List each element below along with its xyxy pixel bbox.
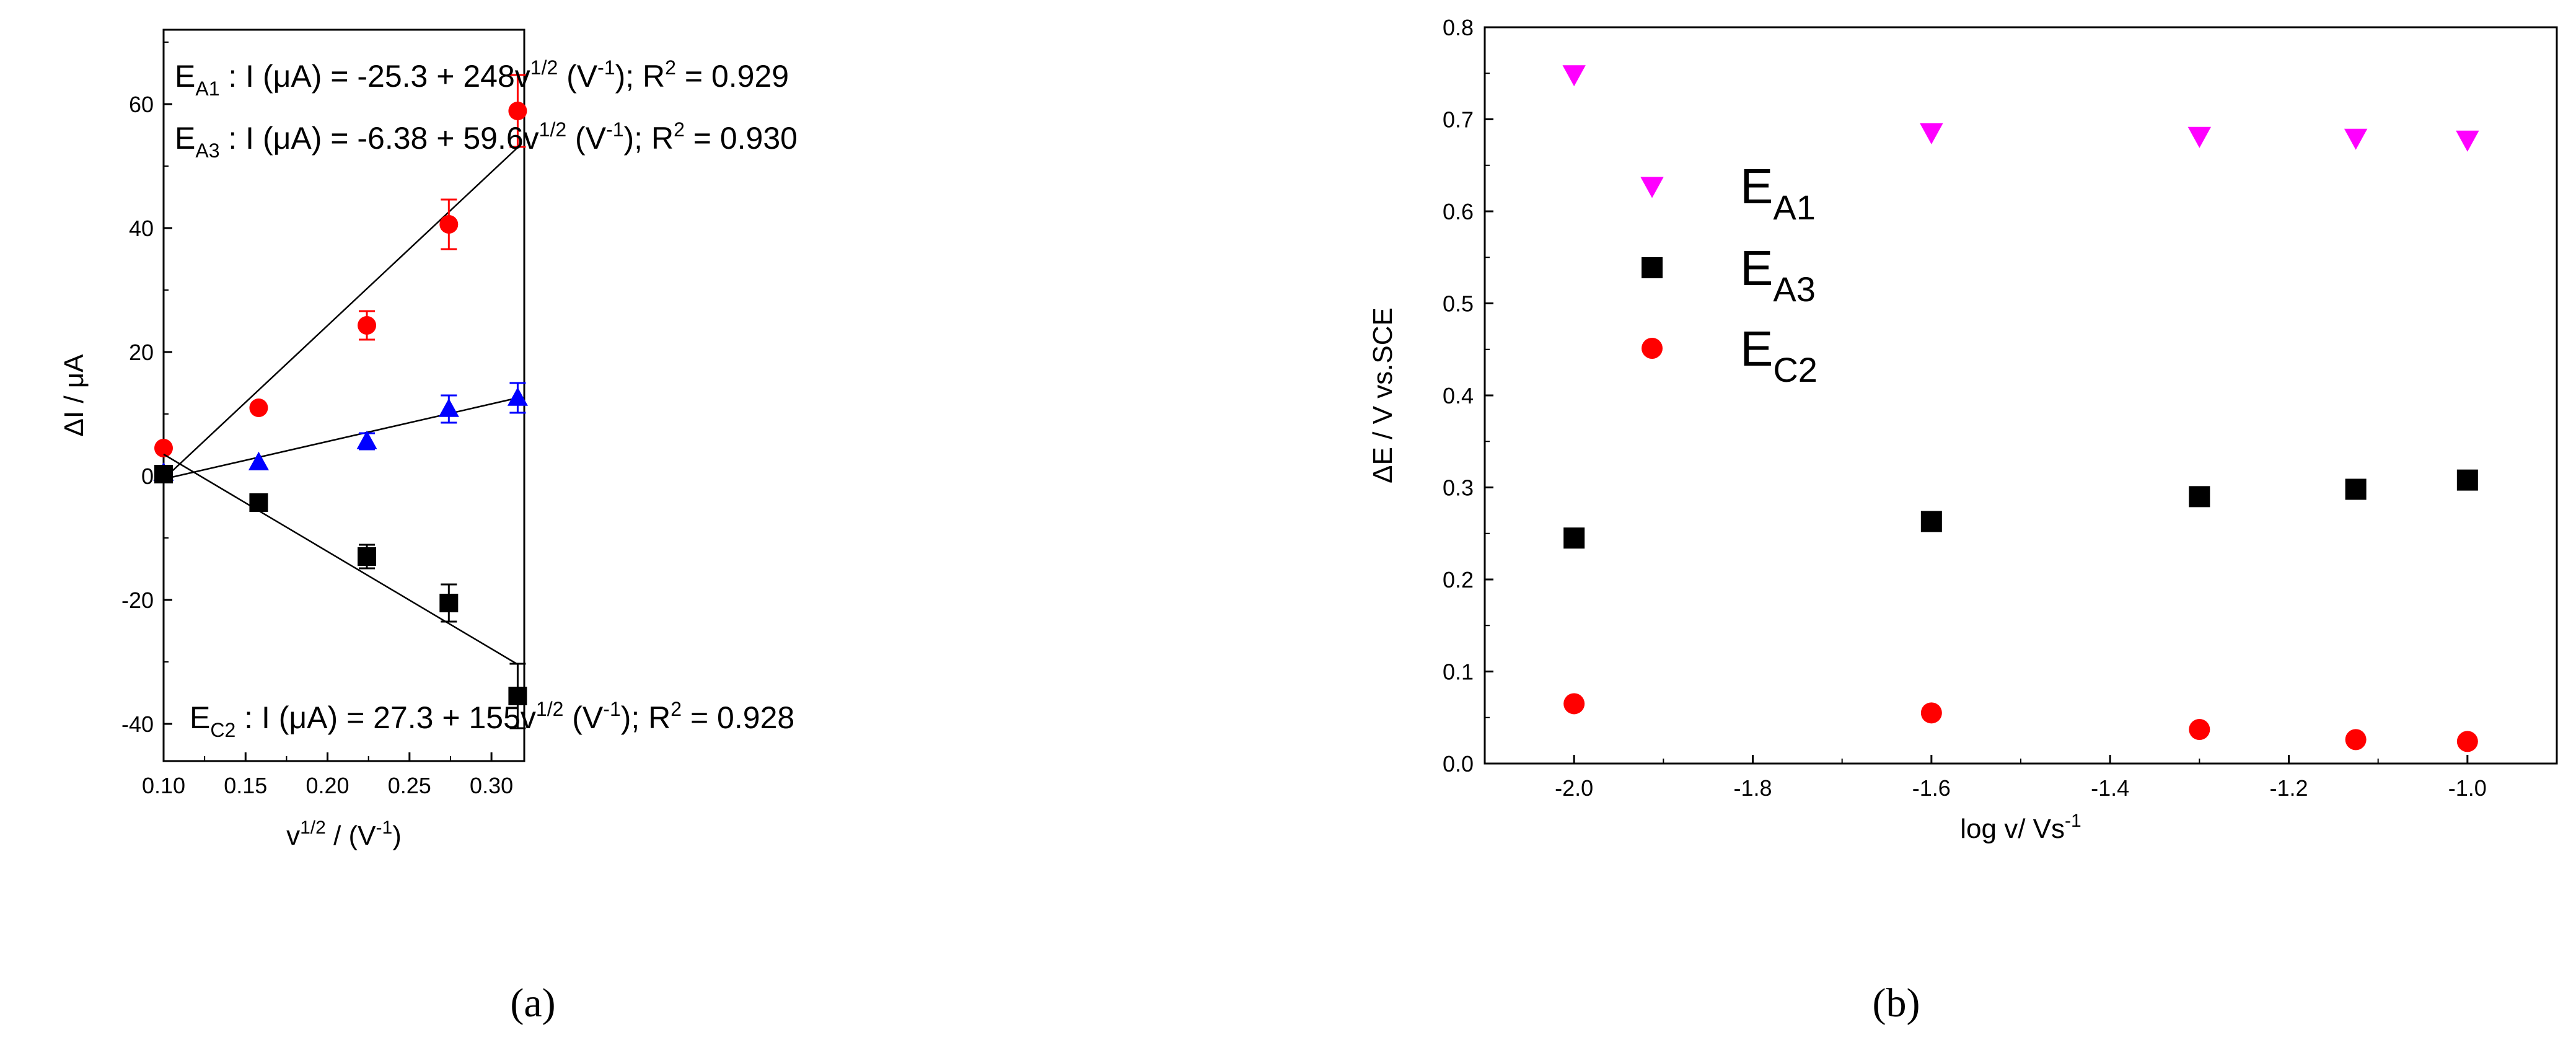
fit-line: [163, 397, 518, 480]
legend-marker: [1642, 338, 1663, 359]
x-axis-label: log v/ Vs-1: [1960, 811, 2081, 844]
series-ea3: [153, 382, 528, 481]
data-point: [438, 398, 459, 417]
y-tick-label: 0.2: [1443, 567, 1474, 592]
series-ea1: [1562, 65, 2479, 152]
fit-line: [163, 453, 519, 666]
panel-label-a: (a): [510, 980, 555, 1026]
series-ea3: [1563, 469, 2478, 549]
data-point: [249, 493, 268, 512]
x-tick-label: -1.0: [2448, 775, 2487, 801]
x-tick-label: 0.30: [470, 773, 513, 798]
chart-a: 0.10 0.15 0.20 0.25 0.30 -40 -20 0 20 40 60 v1/2 / …: [59, 29, 798, 851]
x-tick-label: -1.8: [1733, 775, 1772, 801]
data-point: [2345, 478, 2367, 500]
x-tick-label: -2.0: [1555, 775, 1593, 801]
plot-frame: [162, 29, 525, 762]
data-point: [439, 594, 459, 612]
data-point: [1920, 123, 1943, 144]
series-ea1: [154, 74, 527, 480]
y-axis-label: ΔI / μA: [59, 354, 89, 437]
fit-line: [163, 147, 519, 480]
legend-marker: [1640, 177, 1664, 198]
equation-c2: EC2 : I (μA) = 27.3 + 155v1/2 (V-1); R2 …: [190, 698, 794, 741]
series-ec2: [154, 453, 527, 729]
chart-b: -2.0 -1.8 -1.6 -1.4 -1.2 -1.0 0.0 0.1 0.2 0.3 0.4 0…: [1368, 15, 2558, 844]
y-tick-label: 0: [141, 464, 154, 489]
plot-frame: [1484, 26, 2558, 765]
data-point: [2189, 486, 2210, 508]
legend-marker: [1642, 257, 1663, 278]
y-tick-label: -40: [121, 711, 154, 737]
data-point: [248, 451, 269, 470]
data-point: [154, 439, 173, 457]
data-point: [2456, 469, 2478, 491]
data-point: [249, 399, 268, 417]
y-tick-label: 0.6: [1443, 199, 1474, 224]
data-point: [358, 316, 377, 335]
data-point: [508, 687, 527, 705]
y-tick-label: -20: [121, 588, 154, 613]
legend: EA1 EA3 EC2: [1640, 159, 1818, 389]
data-point: [2345, 729, 2367, 751]
data-point: [2456, 130, 2479, 152]
data-point: [507, 387, 528, 406]
data-point: [1920, 511, 1942, 532]
x-axis-label: v1/2 / (V-1): [286, 817, 402, 851]
data-point: [2189, 719, 2210, 741]
y-tick-label: 0.4: [1443, 383, 1474, 408]
x-tick-label: 0.15: [224, 773, 267, 798]
y-tick-label: 20: [129, 340, 154, 365]
equation-a1: EA1 : I (μA) = -25.3 + 248v1/2 (V-1); R2…: [175, 56, 789, 100]
x-tick-label: 0.25: [388, 773, 431, 798]
y-axis-label: ΔE / V vs.SCE: [1368, 307, 1398, 483]
series-ec2: [1563, 693, 2478, 752]
legend-label-ec2: EC2: [1740, 321, 1818, 389]
data-point: [1562, 65, 1586, 87]
data-point: [1920, 702, 1942, 724]
x-tick-label: -1.2: [2269, 775, 2308, 801]
data-point: [154, 465, 173, 483]
data-point: [2456, 731, 2478, 752]
data-point: [358, 547, 377, 566]
y-tick-label: 0.7: [1443, 107, 1474, 133]
legend-label-ea1: EA1: [1740, 159, 1816, 227]
panel-label-b: (b): [1873, 980, 1920, 1026]
y-tick-label: 40: [129, 216, 154, 241]
data-point: [508, 102, 527, 120]
y-tick-label: 0.5: [1443, 291, 1474, 317]
legend-label-ea3: EA3: [1740, 240, 1816, 309]
data-point: [1563, 527, 1585, 549]
data-point: [439, 215, 459, 234]
y-tick-label: 0.0: [1443, 751, 1474, 777]
x-tick-label: -1.6: [1912, 775, 1951, 801]
x-tick-label: 0.20: [306, 773, 349, 798]
y-tick-label: 0.1: [1443, 659, 1474, 685]
y-tick-label: 0.3: [1443, 475, 1474, 501]
y-tick-label: 0.8: [1443, 15, 1474, 40]
x-tick-label: 0.10: [142, 773, 185, 798]
data-point: [2344, 128, 2368, 150]
equation-a3: EA3 : I (μA) = -6.38 + 59.6v1/2 (V-1); R…: [175, 118, 798, 162]
data-point: [356, 430, 377, 449]
x-tick-label: -1.4: [2091, 775, 2129, 801]
data-point: [1563, 693, 1585, 715]
y-tick-label: 60: [129, 92, 154, 117]
data-point: [2187, 126, 2212, 148]
